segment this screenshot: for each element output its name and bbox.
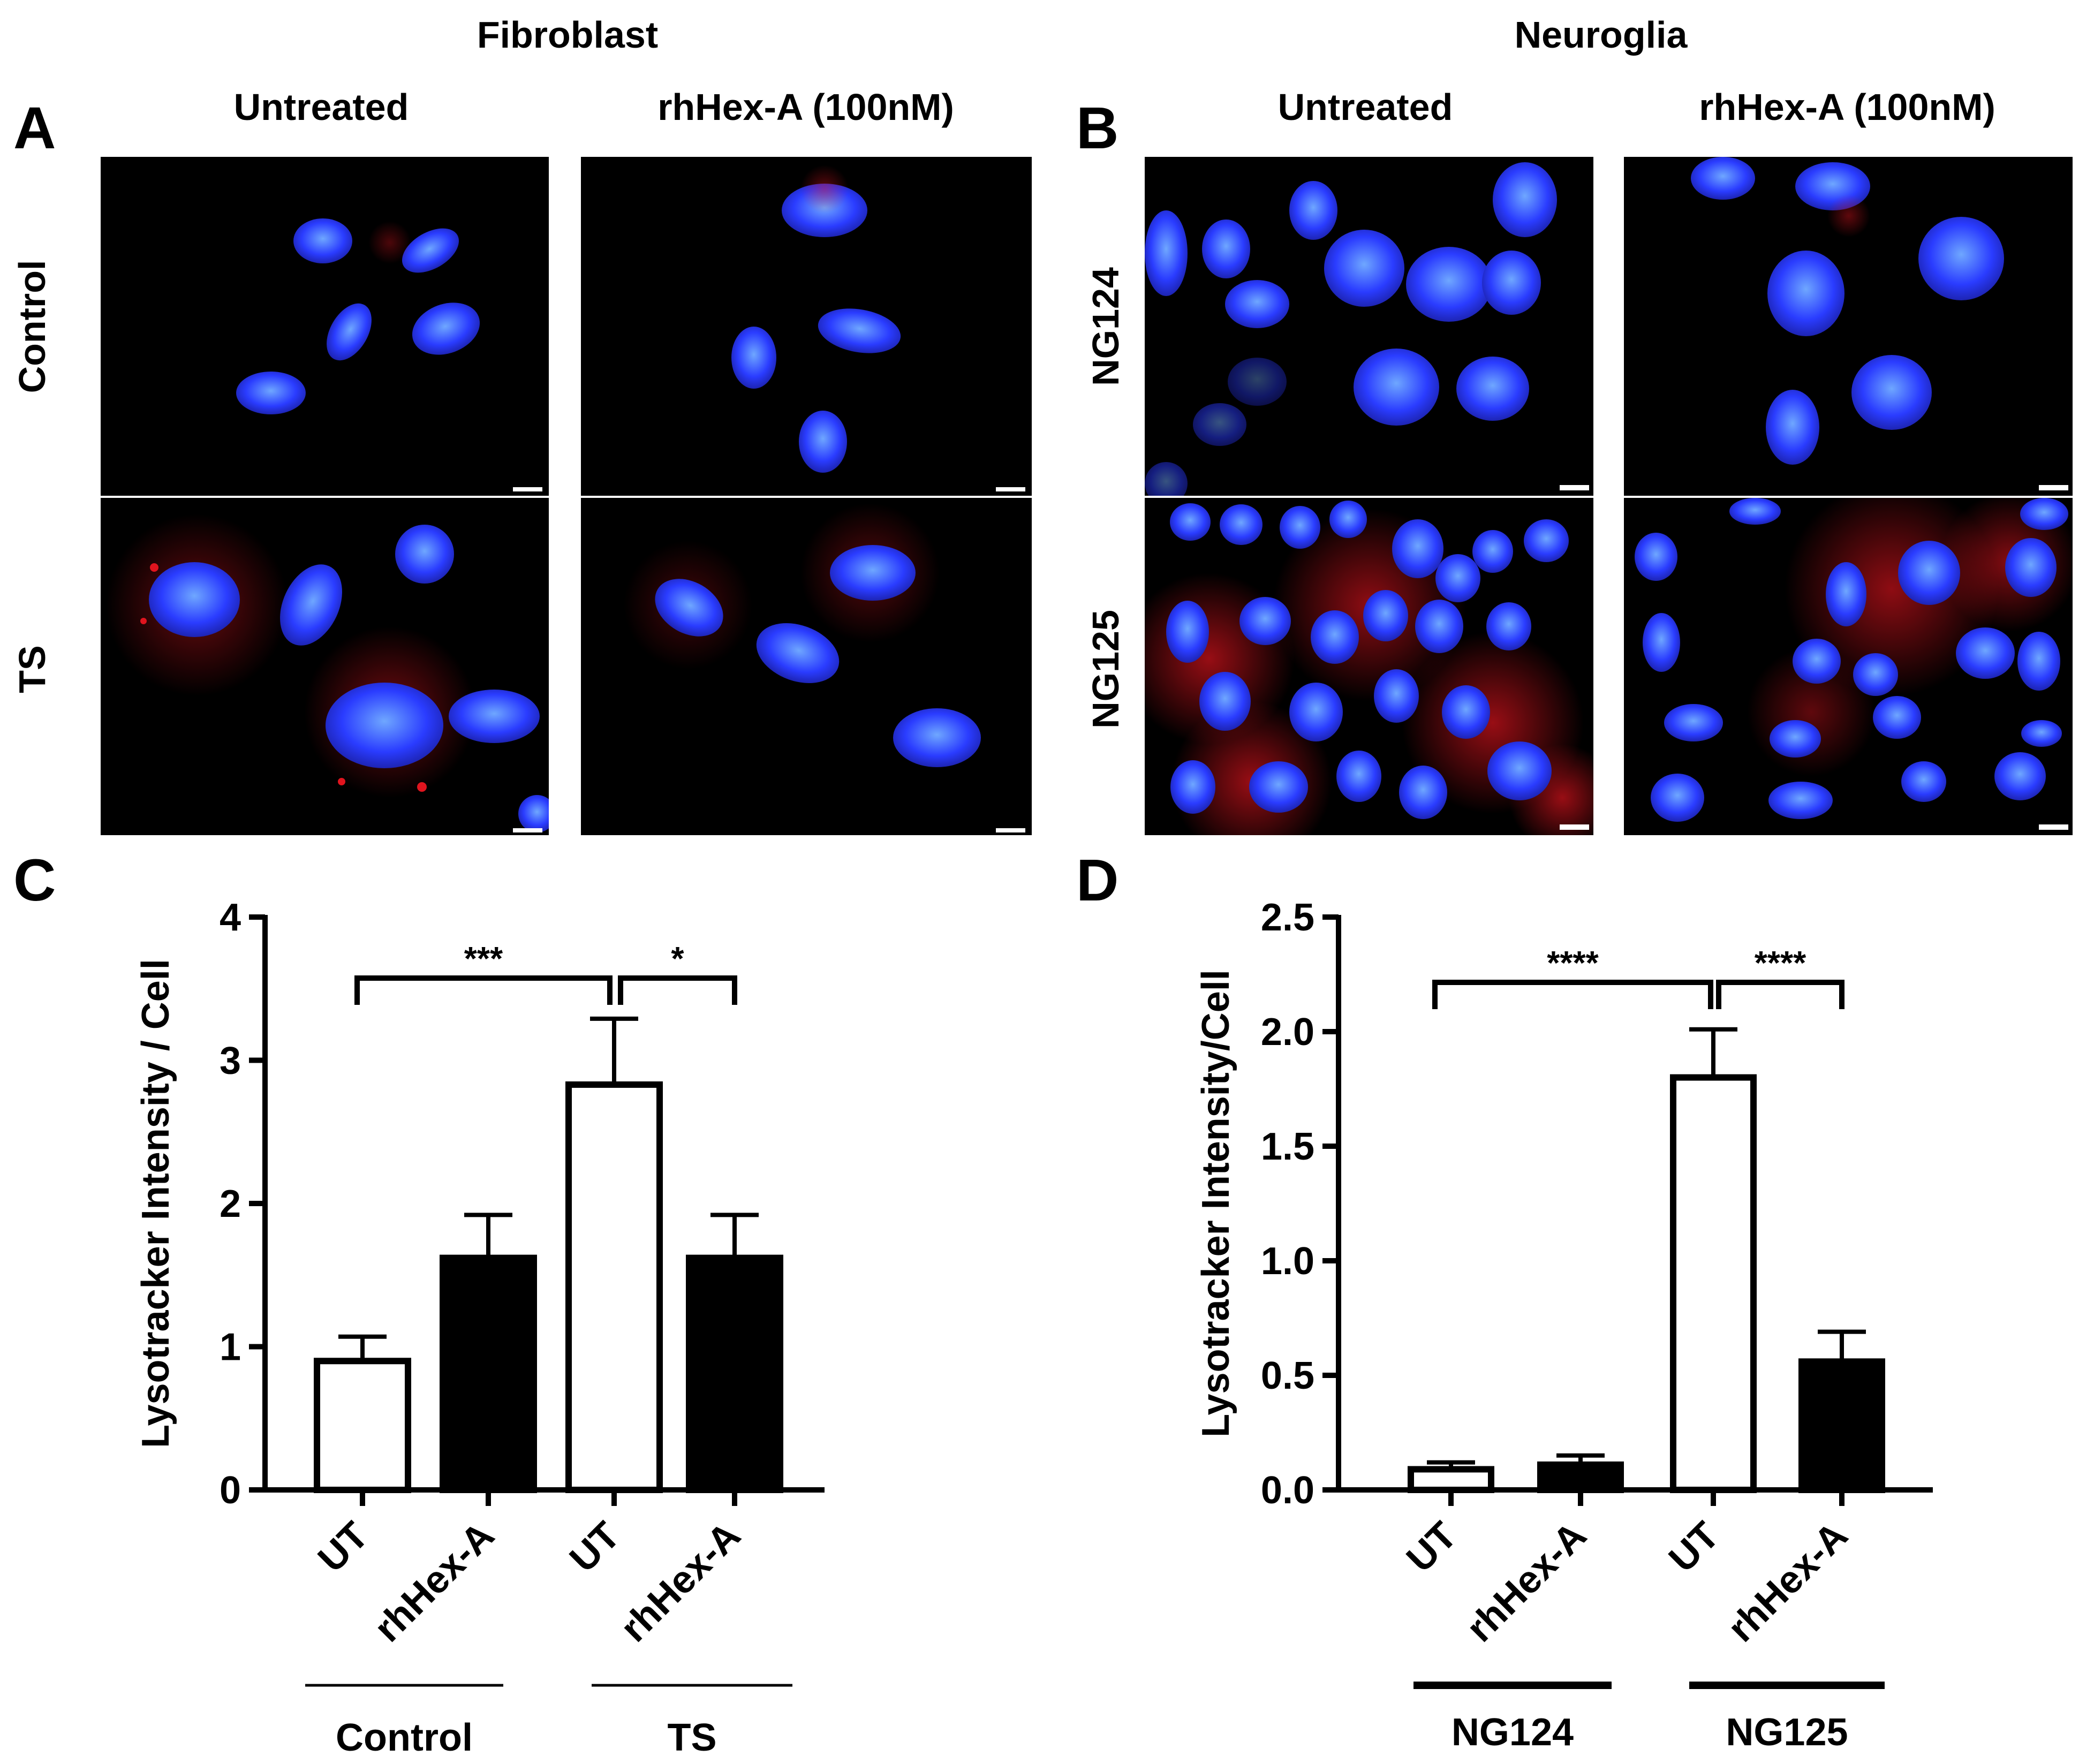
micrograph-ng124-untreated xyxy=(1145,157,1593,496)
y-tick-label: 2 xyxy=(220,1183,241,1225)
header-neuroglia: Neuroglia xyxy=(1514,14,1688,56)
row-label-ng125: NG125 xyxy=(1085,610,1127,729)
column-header-fib-treated: rhHex-A (100nM) xyxy=(657,86,954,128)
bar xyxy=(440,1254,537,1494)
bar xyxy=(686,1254,783,1494)
x-tick-label: rhHex-A xyxy=(1458,1514,1595,1651)
bar xyxy=(1537,1461,1624,1494)
panel-letter-b: B xyxy=(1076,95,1119,161)
x-tick-label: UT xyxy=(1398,1514,1465,1580)
column-header-neu-treated: rhHex-A (100nM) xyxy=(1699,86,1995,128)
row-label-control: Control xyxy=(11,260,53,393)
panel-letter-c: C xyxy=(13,847,56,913)
group-label: TS xyxy=(667,1716,716,1759)
significance-label: *** xyxy=(464,941,503,978)
significance-label: * xyxy=(671,941,684,978)
y-axis-label: Lysotracker Intensity/Cell xyxy=(1195,970,1237,1437)
x-tick-label: rhHex-A xyxy=(366,1514,503,1651)
bar xyxy=(565,1081,663,1494)
y-tick-label: 2.5 xyxy=(1261,896,1314,939)
group-label: NG124 xyxy=(1452,1711,1574,1754)
significance-bracket xyxy=(1432,980,1713,1009)
x-tick-label: UT xyxy=(562,1514,628,1580)
significance-bracket xyxy=(354,975,613,1005)
y-tick-label: 1.0 xyxy=(1261,1240,1314,1283)
group-label: NG125 xyxy=(1726,1711,1848,1754)
x-tick-label: UT xyxy=(1661,1514,1727,1580)
significance-bracket xyxy=(1716,980,1844,1009)
significance-label: **** xyxy=(1547,945,1599,982)
micrograph-fibroblast-control-untreated xyxy=(101,157,549,496)
y-tick-label: 1 xyxy=(220,1326,241,1369)
bar-chart-neuroglia: 0.0 0.5 1.0 1.5 2.0 2.5 Lysotracker Intensity/… xyxy=(1195,896,1933,1754)
x-tick-label: UT xyxy=(310,1514,376,1580)
y-tick-label: 1.5 xyxy=(1261,1125,1314,1168)
micrograph-ng125-untreated xyxy=(1145,498,1593,835)
group-label: Control xyxy=(336,1716,473,1759)
micrograph-ng124-treated xyxy=(1624,157,2073,496)
panel-letter-a: A xyxy=(13,95,56,161)
y-tick-label: 0 xyxy=(220,1469,241,1512)
bar xyxy=(314,1358,411,1493)
micrograph-fibroblast-control-treated xyxy=(581,157,1032,496)
y-tick-label: 4 xyxy=(220,896,241,939)
panel-letter-d: D xyxy=(1076,847,1119,913)
y-tick-label: 3 xyxy=(220,1040,241,1082)
significance-label: **** xyxy=(1755,945,1806,982)
row-label-ng124: NG124 xyxy=(1085,267,1127,386)
bar xyxy=(1798,1358,1885,1493)
micrograph-fibroblast-ts-treated xyxy=(581,498,1032,835)
significance-bracket xyxy=(618,975,737,1005)
header-fibroblast: Fibroblast xyxy=(477,14,659,56)
y-tick-label: 2.0 xyxy=(1261,1011,1314,1054)
micrograph-ng125-treated xyxy=(1624,498,2073,835)
x-tick-label: rhHex-A xyxy=(1720,1514,1856,1651)
bar xyxy=(1670,1074,1757,1494)
micrograph-fibroblast-ts-untreated xyxy=(101,498,549,835)
row-label-ts: TS xyxy=(11,645,53,693)
y-tick-label: 0.0 xyxy=(1261,1469,1314,1512)
bar xyxy=(1408,1466,1494,1493)
column-header-fib-untreated: Untreated xyxy=(233,86,409,128)
y-tick-label: 0.5 xyxy=(1261,1354,1314,1397)
y-axis-label: Lysotracker Intensity / Cell xyxy=(134,959,177,1448)
column-header-neu-untreated: Untreated xyxy=(1277,86,1453,128)
x-tick-label: rhHex-A xyxy=(613,1514,749,1651)
